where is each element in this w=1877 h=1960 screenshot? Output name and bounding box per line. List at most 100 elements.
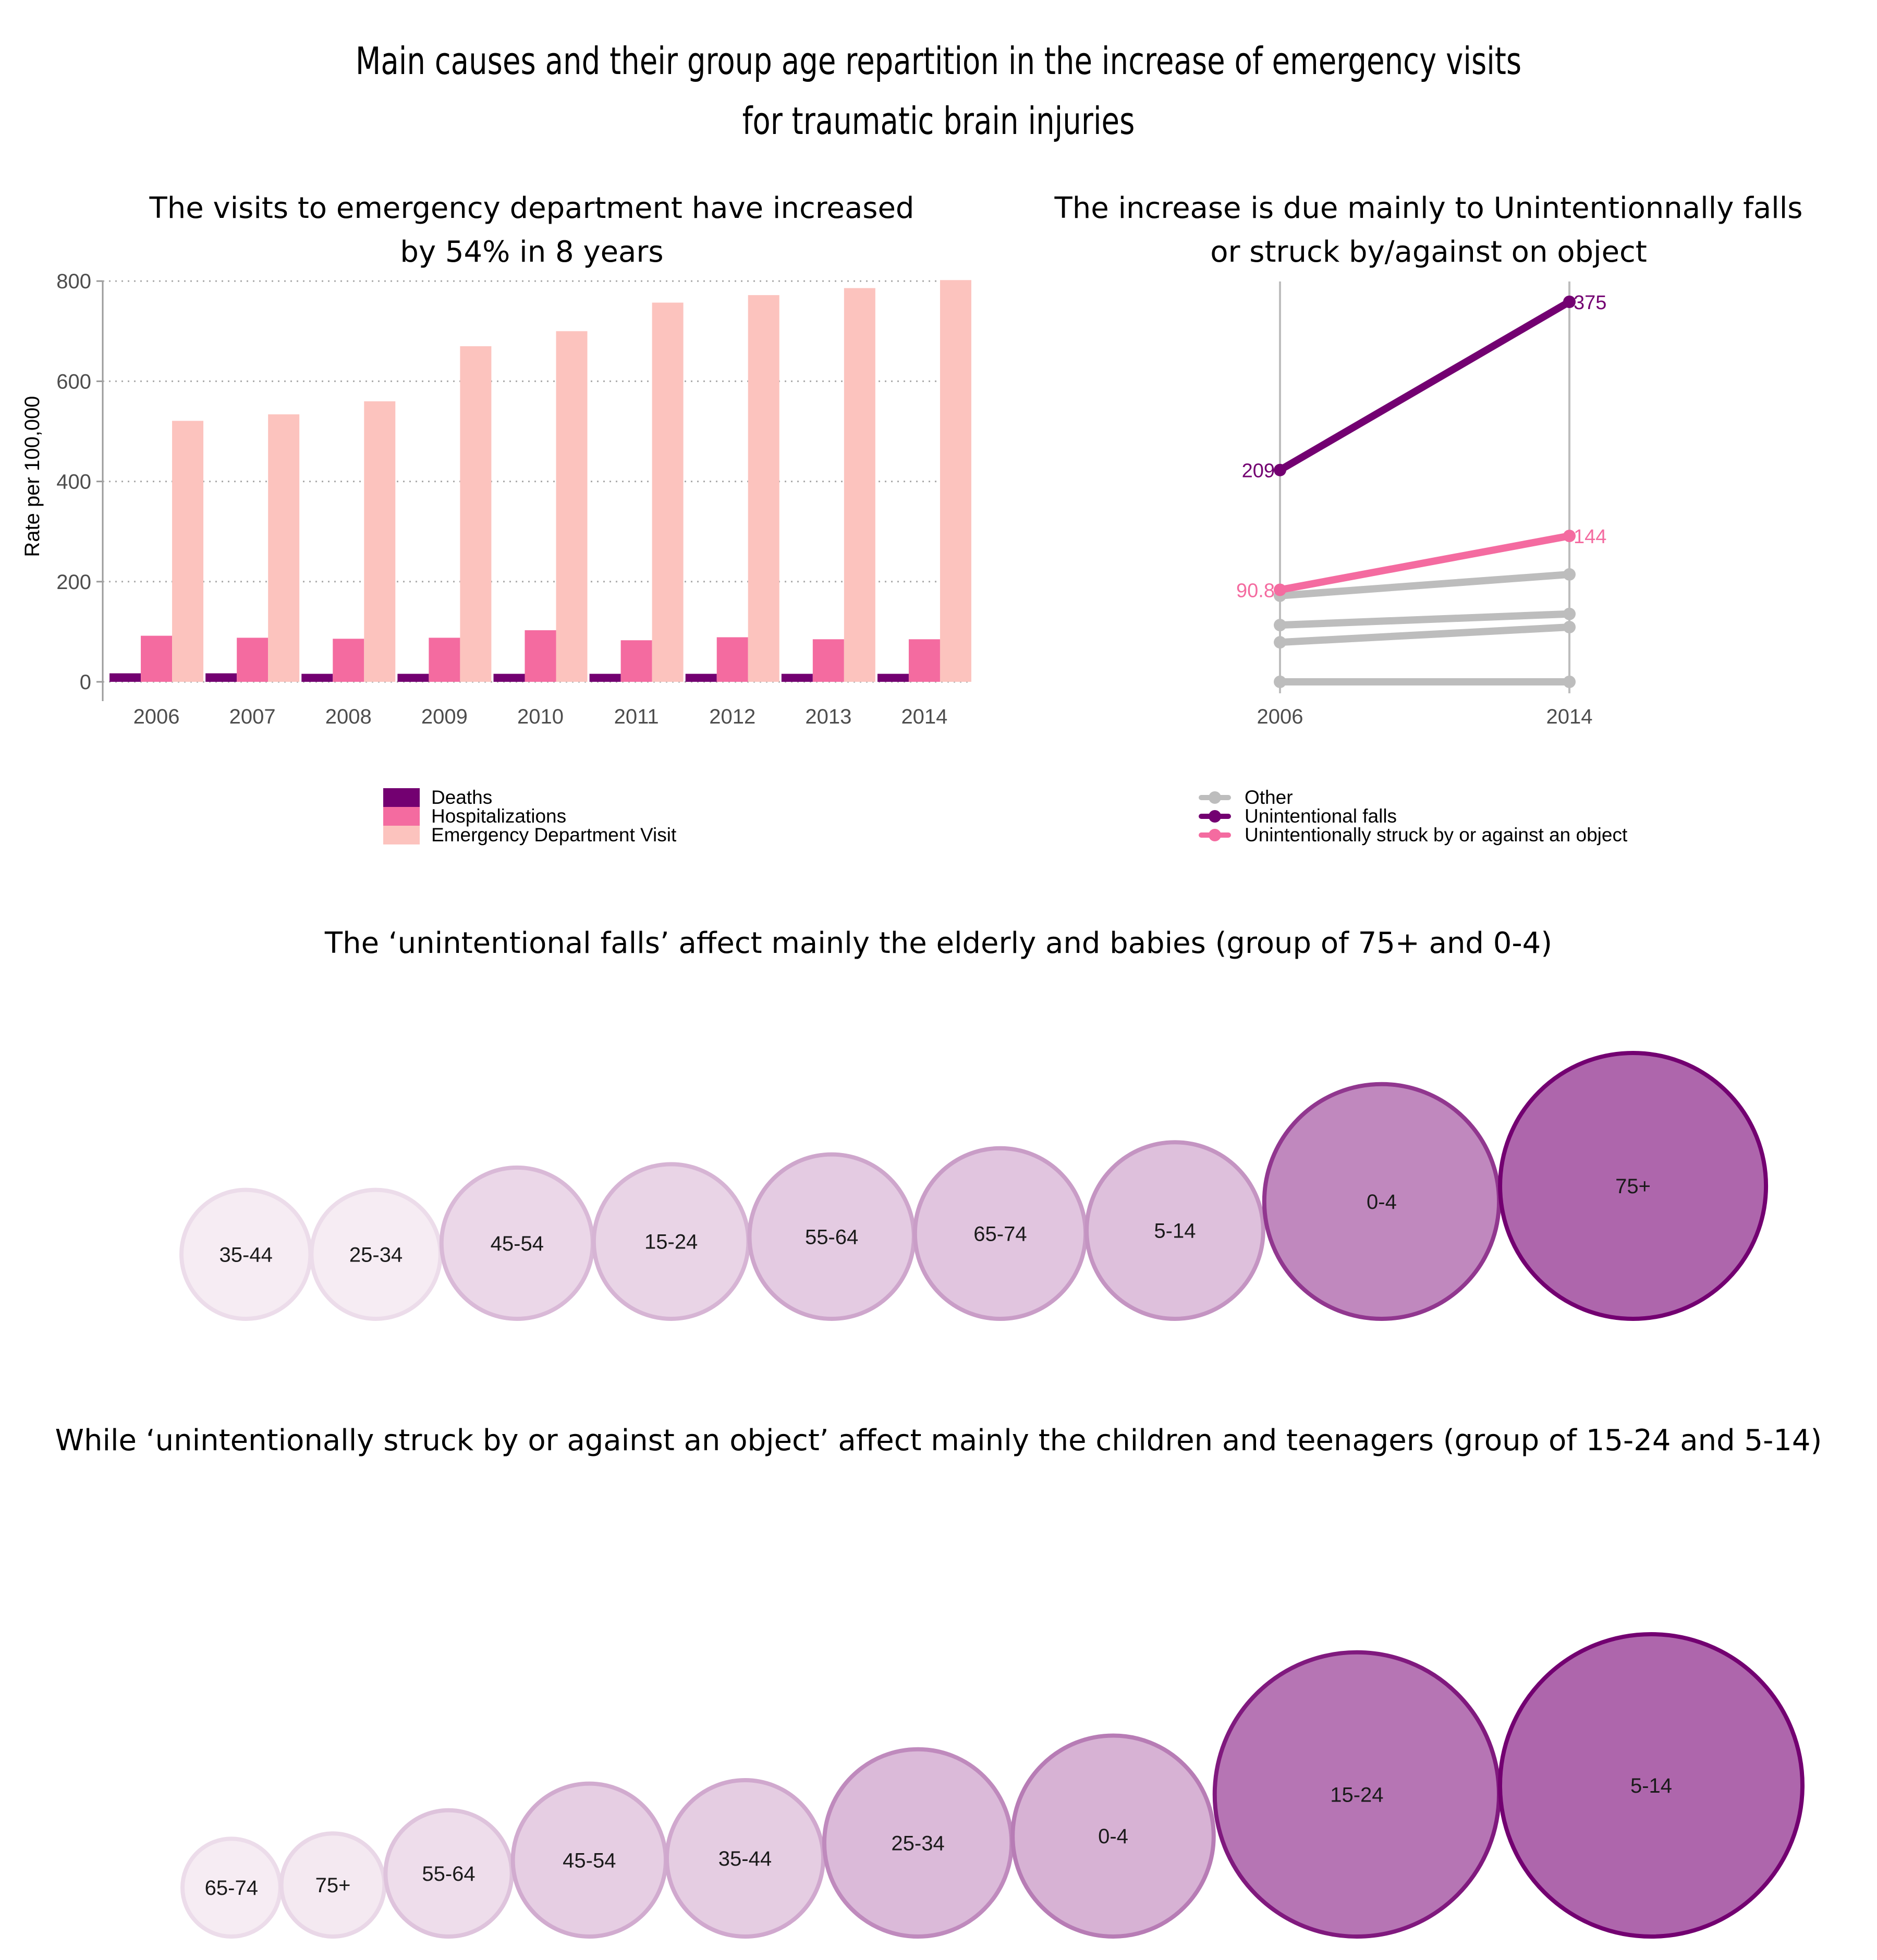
bar-deaths-2010 [493,673,525,682]
slope-other-3-point-2014 [1563,607,1576,620]
y-tick-label-800: 800 [56,271,91,293]
struck-bubble-label-75+: 75+ [315,1874,351,1897]
legend-label-ed-visit: Emergency Department Visit [431,824,677,846]
slope-chart-legend: Other Unintentional falls Unintentionall… [1197,787,1628,846]
bar-deaths-2007 [205,673,237,682]
bar-hospitalizations-2012 [716,637,748,682]
struck-bubble-label-5-14: 5-14 [1630,1774,1672,1797]
x-tick-label-2011: 2011 [614,705,659,728]
slope-unintentional-falls-0-label-2006: 209 [1242,460,1275,482]
main-title: Main causes and their group age repartit… [206,31,1671,151]
legend-swatch-other [1197,788,1233,807]
struck-bubble-label-15-24: 15-24 [1330,1783,1383,1806]
legend-item-falls: Unintentional falls [1197,805,1627,827]
legend-label-deaths: Deaths [431,787,493,808]
y-tick-label-200: 200 [56,571,91,594]
bar-chart-legend: Deaths Hospitalizations Emergency Depart… [383,787,677,846]
bar-deaths-2008 [301,673,333,682]
slope-other-4-point-2006 [1274,636,1286,649]
bar-deaths-2014 [877,673,909,682]
bar-chart: 0 200 400 600 800 Rate per 100,000 2006 2007 200… [21,271,971,728]
slope-unintentionally-struck-by-or-against-an-object-1-point-2014 [1563,530,1576,543]
falls-bubble-label-35-44: 35-44 [220,1243,273,1266]
struck-bubble-label-65-74: 65-74 [205,1877,258,1900]
legend-item-other: Other [1197,787,1627,808]
slope-chart-title-line-1: The increase is due mainly to Unintentio… [1054,191,1803,225]
bar-deaths-2012 [685,673,717,682]
x-tick-label-2006: 2006 [1257,705,1303,728]
falls-bubble-label-25-34: 25-34 [349,1243,403,1266]
x-tick-label-2007: 2007 [229,705,276,728]
bar-deaths-2013 [781,673,813,682]
falls-bubble-label-65-74: 65-74 [973,1222,1027,1245]
bar-emergency-department-visit-2010 [556,331,588,682]
struck-bubble-label-0-4: 0-4 [1098,1825,1128,1848]
slope-other-3-line [1276,610,1573,629]
legend-item-deaths: Deaths [383,787,676,808]
slope-unintentional-falls-0-line [1276,298,1573,474]
y-tick-label-0: 0 [80,671,91,694]
bar-emergency-department-visit-2007 [268,414,300,682]
main-title-line-2: for traumatic brain injuries [742,99,1135,143]
legend-label-hospitalizations: Hospitalizations [431,805,567,827]
falls-bubble-label-45-54: 45-54 [491,1232,544,1255]
bar-emergency-department-visit-2006 [172,421,204,682]
bar-emergency-department-visit-2012 [748,295,779,682]
bar-emergency-department-visit-2013 [844,288,875,682]
slope-other-4-line [1276,623,1573,646]
legend-swatch-struck [1197,826,1233,844]
bar-emergency-department-visit-2014 [940,280,971,682]
struck-bubble-chart: 65-74 75+ 55-64 45-54 35-44 25-34 0-4 15-24 5-14 [180,1632,1805,1939]
falls-bubble-5-14 [1084,1140,1265,1321]
bar-deaths-2006 [109,673,141,682]
x-tick-label-2014: 2014 [901,705,947,728]
slope-unintentional-falls-0-label-2014: 375 [1574,292,1606,314]
bar-emergency-department-visit-2011 [652,302,684,682]
bar-emergency-department-visit-2008 [364,401,396,682]
bar-chart-title-line-1: The visits to emergency department have … [149,191,915,225]
slope-unintentionally-struck-by-or-against-an-object-1-label-2014: 144 [1574,526,1606,548]
slope-unintentionally-struck-by-or-against-an-object-1-line [1276,532,1573,594]
bar-hospitalizations-2009 [429,638,460,682]
x-tick-label-2010: 2010 [517,705,564,728]
legend-item-ed-visit: Emergency Department Visit [383,824,677,846]
y-axis-title: Rate per 100,000 [21,396,44,557]
legend-label-other: Other [1245,787,1293,808]
y-tick-label-400: 400 [56,471,91,494]
bar-chart-title-line-2: by 54% in 8 years [400,235,664,269]
slope-other-3-point-2006 [1274,619,1286,632]
slope-unintentional-falls-0-point-2014 [1563,296,1576,308]
slope-other-2-line [1276,570,1573,599]
bar-hospitalizations-2006 [141,635,173,682]
falls-bubble-label-55-64: 55-64 [805,1226,858,1248]
bar-hospitalizations-2011 [620,640,652,682]
x-tick-label-2014: 2014 [1546,705,1593,728]
falls-bubble-label-0-4: 0-4 [1367,1191,1397,1214]
slope-other-5-point-2006 [1274,676,1286,688]
legend-item-hospitalizations: Hospitalizations [383,805,676,827]
legend-label-falls: Unintentional falls [1245,805,1397,827]
slope-unintentionally-struck-by-or-against-an-object-1-point-2006 [1274,583,1286,596]
bar-hospitalizations-2013 [812,639,844,682]
bar-hospitalizations-2008 [333,639,364,682]
slope-chart-title: The increase is due mainly to Unintentio… [991,187,1867,274]
legend-swatch-ed-visit [383,826,420,844]
struck-bubble-title: While ‘unintentionally struck by or agai… [55,1424,1822,1457]
bar-hospitalizations-2010 [525,630,556,682]
slope-other-2-point-2014 [1563,568,1576,581]
legend-label-struck: Unintentionally struck by or against an … [1245,824,1628,846]
falls-bubble-75+ [1498,1051,1769,1321]
struck-bubble-label-45-54: 45-54 [563,1849,616,1872]
slope-other-5-point-2014 [1563,676,1576,688]
struck-bubble-label-25-34: 25-34 [891,1832,944,1855]
bar-emergency-department-visit-2009 [460,346,492,682]
struck-bubble-label-35-44: 35-44 [718,1847,772,1870]
legend-item-struck: Unintentionally struck by or against an … [1197,824,1628,846]
x-tick-label-2008: 2008 [325,705,372,728]
slope-unintentional-falls-0-point-2006 [1274,463,1286,476]
bar-chart-title: The visits to emergency department have … [104,187,959,274]
bar-hospitalizations-2007 [237,638,269,682]
legend-swatch-falls [1197,807,1233,826]
falls-bubble-title: The ‘unintentional falls’ affect mainly … [324,926,1553,960]
bar-deaths-2011 [589,673,621,682]
